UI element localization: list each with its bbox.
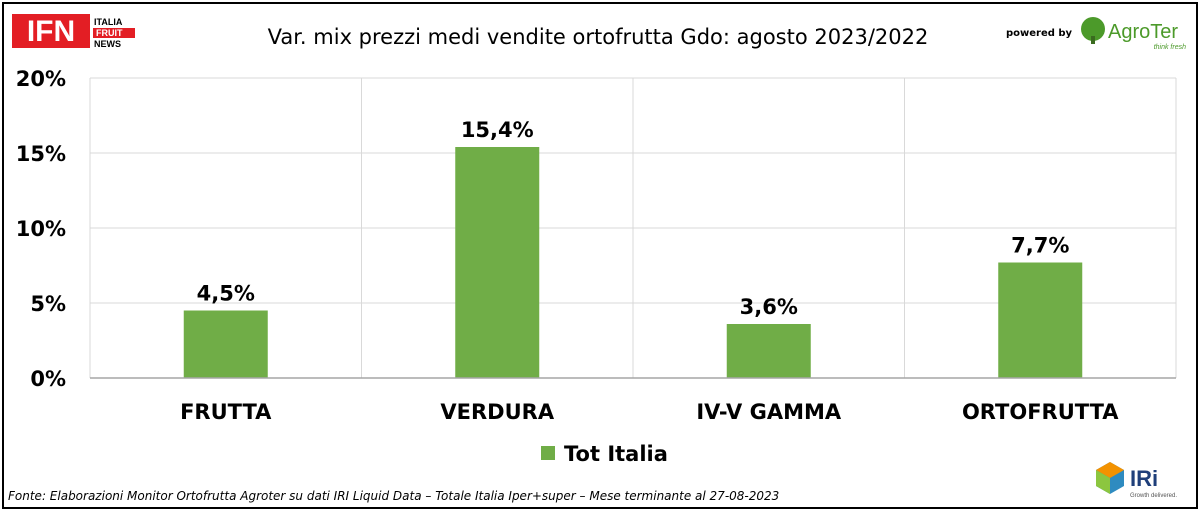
y-axis-ticks: 0% 5% 10% 15% 20% xyxy=(16,67,66,391)
y-tick-label: 10% xyxy=(16,217,66,241)
source-note: Fonte: Elaborazioni Monitor Ortofrutta A… xyxy=(8,489,779,503)
y-tick-label: 20% xyxy=(16,67,66,91)
data-labels: 4,5% 15,4% 3,6% 7,7% xyxy=(197,118,1070,319)
agroter-logo: AgroTer think fresh xyxy=(1081,17,1186,51)
agroter-logo-tagline: think fresh xyxy=(1154,44,1186,51)
legend: Tot Italia xyxy=(541,442,668,466)
ifn-logo-line2: FRUIT xyxy=(96,28,123,38)
bar-ortofrutta xyxy=(998,262,1083,378)
data-label: 4,5% xyxy=(197,282,255,306)
agroter-logo-name: AgroTer xyxy=(1108,21,1178,43)
x-tick-label: VERDURA xyxy=(440,400,554,424)
bar-iv-v-gamma xyxy=(726,324,811,378)
powered-by-label: powered by xyxy=(1006,28,1073,39)
iri-cube-left xyxy=(1096,470,1110,494)
data-label: 15,4% xyxy=(461,118,534,142)
bars xyxy=(183,147,1083,378)
bar-frutta xyxy=(183,310,268,378)
ifn-logo: IFN ITALIA FRUIT NEWS xyxy=(12,14,135,49)
gridlines xyxy=(89,77,1177,378)
x-axis-categories: FRUTTA VERDURA IV-V GAMMA ORTOFRUTTA xyxy=(180,400,1119,424)
legend-swatch xyxy=(541,446,555,460)
chart-title: Var. mix prezzi medi vendite ortofrutta … xyxy=(268,25,929,49)
y-tick-label: 15% xyxy=(16,142,66,166)
data-label: 7,7% xyxy=(1011,234,1069,258)
data-label: 3,6% xyxy=(740,295,798,319)
ifn-logo-line3: NEWS xyxy=(94,39,121,49)
iri-logo-tagline: Growth delivered. xyxy=(1130,493,1177,499)
iri-logo: IRi Growth delivered. xyxy=(1096,462,1177,499)
x-tick-label: FRUTTA xyxy=(180,400,272,424)
ifn-logo-mark: IFN xyxy=(27,15,75,48)
bar-verdura xyxy=(455,147,540,378)
legend-label: Tot Italia xyxy=(564,442,668,466)
agroter-tree-trunk xyxy=(1091,36,1095,44)
ifn-logo-line1: ITALIA xyxy=(94,17,123,27)
y-tick-label: 5% xyxy=(30,292,66,316)
x-tick-label: ORTOFRUTTA xyxy=(962,400,1119,424)
agroter-tree-icon xyxy=(1081,17,1105,41)
ifn-logo-fruit-band xyxy=(93,28,135,38)
x-tick-label: IV-V GAMMA xyxy=(696,400,842,424)
iri-logo-name: IRi xyxy=(1130,466,1158,491)
y-tick-label: 0% xyxy=(30,367,66,391)
ifn-logo-badge xyxy=(12,14,90,48)
